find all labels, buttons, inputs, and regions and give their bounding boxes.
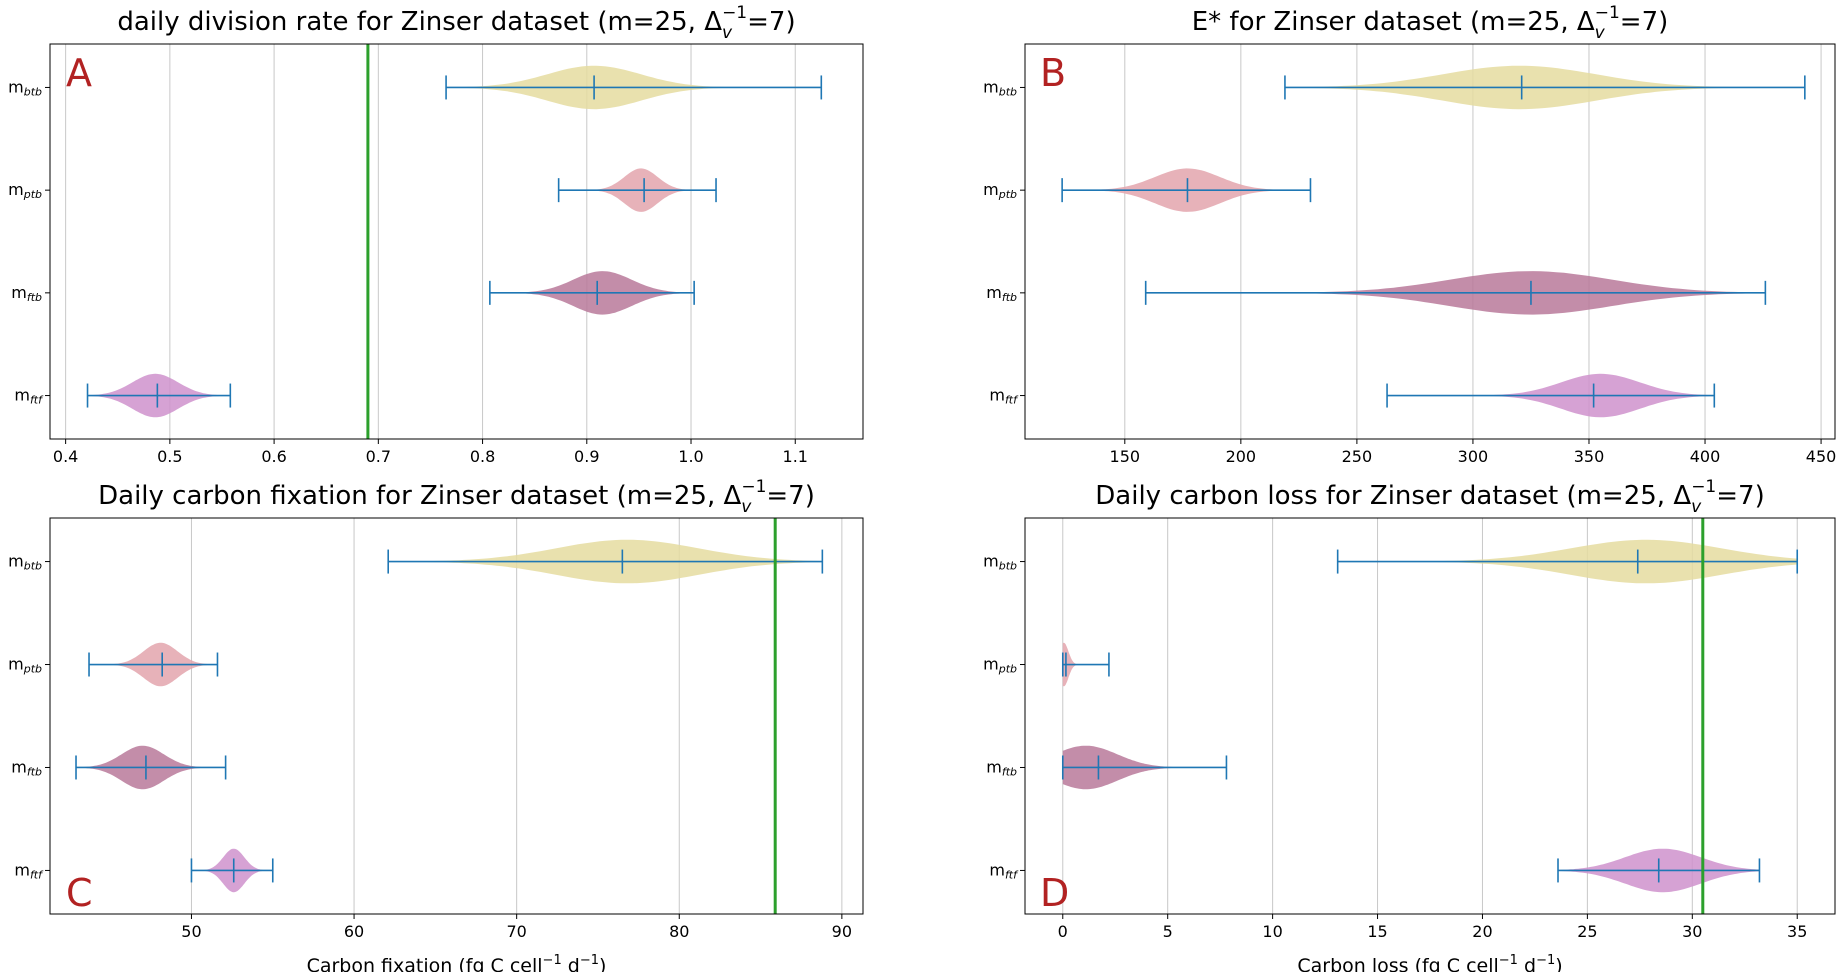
- y-tick-label-ptb: mptb: [8, 655, 42, 676]
- y-tick-label-ptb: mptb: [8, 180, 42, 201]
- x-axis-label: Carbon fixation (fg C cell−1 d−1): [307, 953, 607, 972]
- panel-c: mbtb mptb mftb mftf 50 60 70 80 90 Daily carbon f…: [8, 477, 864, 972]
- x-axis-label: Carbon loss (fg C cell−1 d−1): [1297, 953, 1562, 972]
- y-tick-label-ftf: mftf: [14, 860, 44, 881]
- x-tick-label: 25: [1577, 922, 1597, 941]
- x-tick-label: 0.9: [574, 447, 599, 466]
- x-tick-label: 0: [1058, 922, 1068, 941]
- x-tick-label: 20: [1472, 922, 1492, 941]
- x-tick-label: 0.7: [366, 447, 391, 466]
- x-tick-label: 70: [506, 922, 526, 941]
- panel-letter: D: [1040, 871, 1069, 915]
- axes-frame: [49, 43, 864, 440]
- y-tick-label-btb: mbtb: [8, 552, 42, 573]
- x-tick-label: 1.1: [783, 447, 808, 466]
- x-tick-label: 250: [1342, 447, 1373, 466]
- x-tick-label: 60: [344, 922, 364, 941]
- panel-b: mbtb mptb mftb mftf 150 200 250 300 350 400 450 E* …: [983, 3, 1836, 466]
- chart-title: daily division rate for Zinser dataset (…: [117, 3, 795, 43]
- x-tick-label: 0.4: [53, 447, 78, 466]
- y-tick-label-ptb: mptb: [983, 180, 1017, 201]
- x-tick-label: 90: [832, 922, 852, 941]
- chart-title: Daily carbon loss for Zinser dataset (m=…: [1095, 477, 1764, 517]
- y-tick-label-ftb: mftb: [11, 283, 42, 304]
- x-tick-label: 5: [1163, 922, 1173, 941]
- x-tick-label: 35: [1787, 922, 1807, 941]
- panel-a: mbtb mptb mftb mftf 0.4 0.5 0.6 0.7 0.8 0.9 1.0 1.1…: [8, 3, 864, 466]
- x-tick-label: 350: [1574, 447, 1605, 466]
- axes-frame: [49, 517, 864, 915]
- x-tick-label: 0.8: [470, 447, 495, 466]
- x-tick-label: 450: [1806, 447, 1837, 466]
- y-tick-label-btb: mbtb: [8, 77, 42, 98]
- y-tick-label-ftb: mftb: [986, 757, 1017, 778]
- x-tick-label: 150: [1110, 447, 1141, 466]
- y-tick-label-ftf: mftf: [14, 386, 44, 407]
- y-tick-label-ftf: mftf: [989, 860, 1019, 881]
- x-tick-label: 50: [181, 922, 201, 941]
- panel-letter: B: [1040, 51, 1066, 95]
- x-tick-label: 80: [669, 922, 689, 941]
- chart-title: E* for Zinser dataset (m=25, Δv−1=7): [1192, 3, 1669, 43]
- x-tick-label: 0.6: [261, 447, 286, 466]
- x-tick-label: 0.5: [157, 447, 182, 466]
- axes-frame: [1024, 43, 1836, 440]
- panel-letter: A: [66, 51, 92, 95]
- y-tick-label-ftf: mftf: [989, 386, 1019, 407]
- x-tick-label: 300: [1458, 447, 1489, 466]
- axes-frame: [1024, 517, 1836, 915]
- y-tick-label-ptb: mptb: [983, 655, 1017, 676]
- x-tick-label: 30: [1682, 922, 1702, 941]
- x-tick-label: 1.0: [678, 447, 703, 466]
- y-tick-label-ftb: mftb: [986, 283, 1017, 304]
- x-tick-label: 200: [1226, 447, 1257, 466]
- panel-d: mbtb mptb mftb mftf 0 5 10 15 20 25 30 35 Daily carb…: [983, 477, 1836, 972]
- y-tick-label-ftb: mftb: [11, 757, 42, 778]
- x-tick-label: 400: [1690, 447, 1721, 466]
- panel-letter: C: [66, 871, 93, 915]
- chart-title: Daily carbon fixation for Zinser dataset…: [98, 477, 815, 517]
- x-tick-label: 15: [1367, 922, 1387, 941]
- x-tick-label: 10: [1262, 922, 1282, 941]
- y-tick-label-btb: mbtb: [983, 552, 1017, 573]
- y-tick-label-btb: mbtb: [983, 77, 1017, 98]
